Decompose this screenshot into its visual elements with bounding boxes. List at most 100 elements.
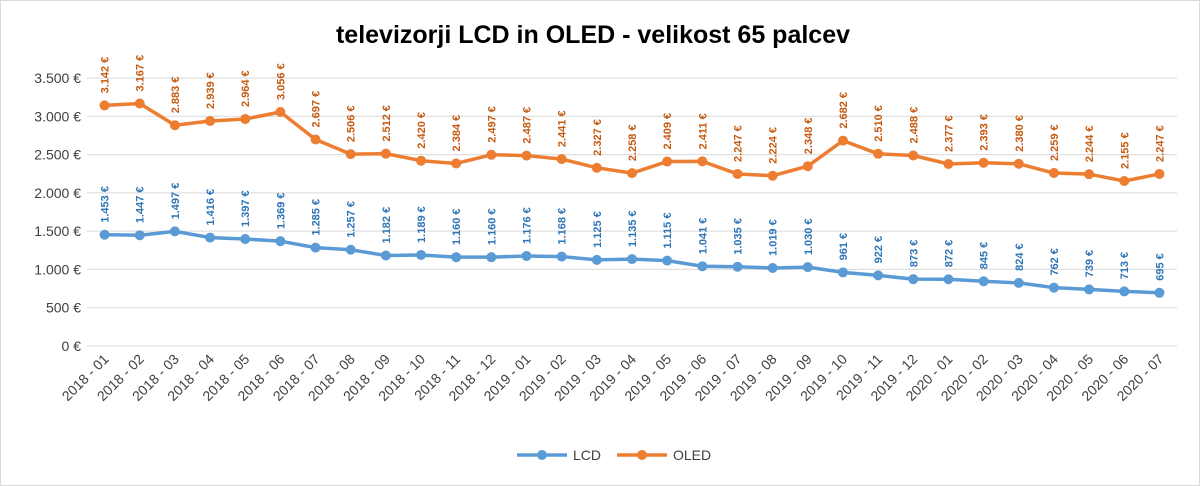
- oled-data-label: 2.224 €: [768, 127, 780, 164]
- lcd-data-label: 713 €: [1119, 252, 1131, 280]
- oled-point: [662, 156, 673, 167]
- oled-data-label: 2.380 €: [1014, 115, 1026, 152]
- y-axis-ticks: 0 € 500 € 1.000 € 1.500 € 2.000 € 2.500 € 3.00…: [34, 70, 81, 354]
- oled-data-label: 2.420 €: [416, 112, 428, 149]
- oled-point: [1084, 169, 1095, 180]
- lcd-point: [943, 274, 954, 285]
- lcd-point: [837, 267, 848, 278]
- oled-point: [205, 115, 216, 126]
- oled-data-label: 2.155 €: [1119, 132, 1131, 169]
- y-tick-label: 0 €: [62, 338, 82, 354]
- oled-point: [416, 155, 427, 166]
- oled-point: [1048, 168, 1059, 179]
- oled-data-label: 2.327 €: [592, 119, 604, 156]
- oled-data-label: 2.697 €: [311, 91, 323, 128]
- oled-point: [380, 148, 391, 159]
- oled-data-label: 2.247 €: [732, 125, 744, 162]
- y-tick-label: 1.500 €: [34, 223, 81, 239]
- oled-legend-marker: [637, 450, 647, 460]
- series-layer: [99, 98, 1165, 298]
- oled-point: [978, 157, 989, 168]
- oled-point: [767, 170, 778, 181]
- lcd-point: [134, 230, 145, 241]
- oled-data-label: 2.409 €: [662, 113, 674, 150]
- oled-point: [627, 168, 637, 179]
- oled-data-label: 2.510 €: [873, 105, 885, 142]
- oled-point: [275, 106, 286, 117]
- oled-point: [1013, 158, 1024, 169]
- lcd-data-label: 1.189 €: [416, 206, 428, 243]
- lcd-data-label: 1.035 €: [732, 218, 744, 255]
- oled-data-label: 3.142 €: [100, 57, 112, 94]
- oled-point: [451, 158, 462, 169]
- lcd-point: [591, 254, 602, 265]
- lcd-point: [486, 252, 497, 263]
- oled-data-label: 2.258 €: [627, 124, 639, 161]
- oled-point: [521, 150, 532, 161]
- lcd-data-label: 695 €: [1154, 253, 1166, 281]
- lcd-point: [873, 270, 884, 281]
- lcd-data-label: 1.257 €: [346, 201, 358, 238]
- oled-point: [908, 150, 919, 161]
- oled-point: [837, 135, 848, 146]
- lcd-data-label: 1.397 €: [240, 190, 252, 227]
- oled-data-label: 2.244 €: [1084, 125, 1096, 162]
- lcd-point: [345, 244, 356, 255]
- oled-point: [556, 154, 567, 165]
- lcd-point: [732, 261, 743, 272]
- oled-data-label: 2.939 €: [205, 72, 217, 109]
- lcd-point: [1048, 282, 1059, 293]
- oled-data-label: 2.497 €: [486, 106, 498, 143]
- oled-data-label: 2.964 €: [240, 70, 252, 107]
- lcd-data-label: 1.453 €: [100, 186, 112, 223]
- oled-point: [486, 149, 497, 160]
- lcd-point: [240, 234, 251, 245]
- oled-data-label: 2.441 €: [557, 110, 569, 147]
- oled-point: [134, 98, 145, 109]
- oled-data-label: 2.682 €: [838, 92, 850, 129]
- lcd-data-label: 1.135 €: [627, 210, 639, 247]
- lcd-data-label: 762 €: [1049, 248, 1061, 276]
- lcd-point: [416, 249, 427, 260]
- oled-data-label: 2.488 €: [908, 107, 920, 144]
- lcd-legend-label: LCD: [573, 447, 601, 463]
- lcd-point: [802, 262, 813, 273]
- oled-point: [240, 114, 251, 125]
- lcd-data-label: 1.041 €: [697, 218, 709, 255]
- oled-data-label: 2.384 €: [451, 115, 463, 152]
- chart-title: televizorji LCD in OLED - velikost 65 pa…: [336, 21, 850, 49]
- lcd-point: [767, 262, 778, 273]
- oled-point: [1119, 175, 1130, 186]
- lcd-data-label: 1.176 €: [522, 207, 534, 244]
- oled-data-label: 2.377 €: [943, 115, 955, 152]
- lcd-data-label: 873 €: [908, 240, 920, 268]
- lcd-data-label: 1.019 €: [768, 219, 780, 256]
- lcd-data-label: 872 €: [943, 240, 955, 268]
- lcd-data-label: 1.160 €: [486, 208, 498, 245]
- lcd-legend-marker: [537, 450, 547, 460]
- lcd-point: [627, 254, 637, 265]
- oled-legend-label: OLED: [673, 447, 711, 463]
- oled-point: [943, 158, 954, 169]
- y-tick-label: 2.000 €: [34, 185, 81, 201]
- lcd-data-label: 1.416 €: [205, 189, 217, 226]
- lcd-point: [1013, 277, 1024, 288]
- oled-data-label: 2.883 €: [170, 77, 182, 114]
- oled-point: [345, 149, 356, 160]
- oled-data-label: 2.247 €: [1154, 125, 1166, 162]
- lcd-data-label: 922 €: [873, 236, 885, 264]
- y-tick-label: 3.000 €: [34, 108, 81, 124]
- lcd-data-label: 1.168 €: [557, 208, 569, 245]
- lcd-point: [310, 242, 321, 253]
- oled-data-label: 3.056 €: [275, 63, 287, 100]
- y-tick-label: 3.500 €: [34, 70, 81, 86]
- lcd-point: [275, 236, 286, 247]
- lcd-point: [521, 250, 532, 261]
- lcd-point: [1084, 284, 1095, 295]
- lcd-point: [556, 251, 567, 262]
- data-labels: 1.453 € 1.447 € 1.497 € 1.416 € 1.397 € 1.369…: [100, 55, 1167, 281]
- y-tick-label: 1.000 €: [34, 261, 81, 277]
- lcd-data-label: 845 €: [979, 242, 991, 270]
- oled-point: [732, 168, 743, 179]
